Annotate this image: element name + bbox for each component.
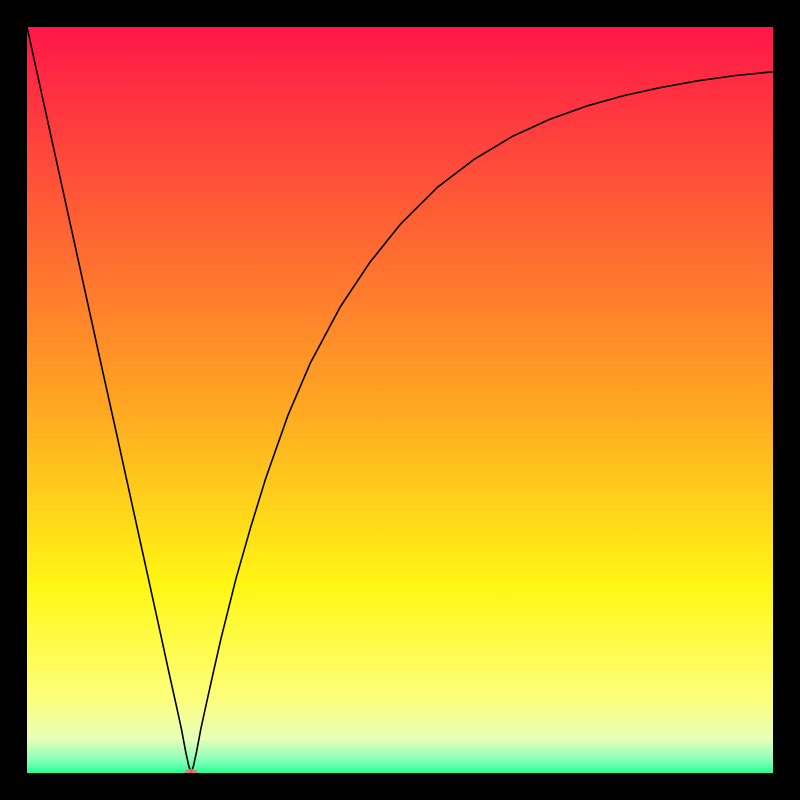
chart-container: TheBottlenecker.com — [0, 0, 800, 800]
chart-frame — [0, 0, 800, 800]
